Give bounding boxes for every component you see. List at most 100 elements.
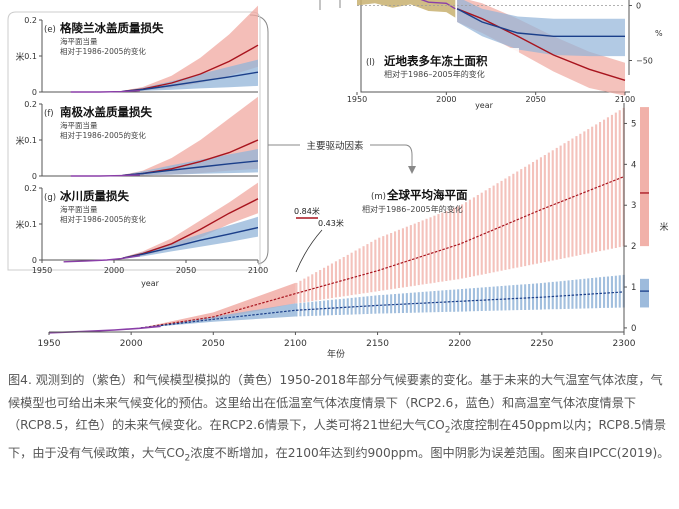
m-band-strip-rcp26 [405,293,408,313]
m-band-strip-rcp26 [342,298,345,315]
m-band-strip-rcp26 [496,286,499,311]
m-band-strip-rcp26 [528,284,531,310]
m-band-strip-rcp85 [299,280,302,303]
m-band-strip-rcp85 [445,211,448,281]
m-band-strip-rcp26 [555,281,558,310]
e-observed-line [70,89,140,93]
m-xtick-label: 2000 [120,339,143,349]
m-band-strip-rcp85 [370,241,373,293]
g-band-rcp85 [122,182,258,259]
m-band-strip-rcp26 [539,283,542,310]
l-xlabel: year [475,101,494,110]
g-xtick-label: 2100 [248,266,268,275]
m-band-strip-rcp26 [397,293,400,314]
m-band-strip-rcp85 [366,244,369,293]
g-title: 冰川质量损失 [60,189,129,203]
g-ylabel: 米 [15,219,24,231]
m-band-strip-rcp85 [319,270,322,300]
m-band-strip-rcp26 [472,288,475,312]
m-band-strip-rcp26 [610,276,613,308]
m-band-strip-rcp85 [453,207,456,280]
f-panel-letter: (f) [44,109,54,119]
e-ytick-label: 0.2 [24,16,37,25]
m-band-strip-rcp85 [413,223,416,286]
m-band-strip-rcp26 [524,284,527,310]
m-ytick-label: 5 [631,119,636,129]
m-band-strip-rcp85 [465,202,468,278]
m-band-strip-rcp85 [374,239,377,292]
m-band-strip-rcp85 [354,250,357,295]
m-band-strip-rcp26 [378,295,381,314]
m-xlabel: 年份 [327,348,345,360]
m-band-strip-rcp85 [563,143,566,259]
m-band-strip-rcp26 [330,299,333,316]
m-xtick-label: 2200 [448,339,471,349]
m-band-strip-rcp85 [409,225,412,287]
m-annotation-rcp85: 0.84米 [294,206,320,216]
g-xtick-label: 2000 [104,266,124,275]
l-xtick-label: 2000 [436,95,456,104]
m-band-strip-rcp26 [591,278,594,309]
m-band-strip-rcp85 [433,215,436,283]
m-band-strip-rcp26 [394,294,397,314]
m-band-strip-rcp26 [390,294,393,314]
m-line-rcp85 [140,176,625,329]
m-band-strip-rcp85 [417,222,420,286]
m-band-strip-rcp85 [559,145,562,259]
m-band-strip-rcp26 [445,290,448,312]
m-panel-letter: (m) [371,192,386,202]
m-annotation-leader [295,229,323,273]
l-ylabel: % [655,29,663,38]
f-subtitle-2: 相对于1986-2005的变化 [60,130,146,140]
m-band-strip-rcp26 [583,278,586,309]
m-xtick-label: 1950 [38,339,61,349]
m-band-strip-rcp26 [468,288,471,312]
caption-part-2: 浓度控制在450ppm以内；RCP8.5情景下，由于没有气候政策，大气CO [8,418,667,460]
m-ytick-label: 1 [631,283,636,293]
caption-part-3: 浓度不断增加，在2100年达到约900ppm。图中阴影为误差范围。图来自IPCC… [190,445,670,460]
figure-caption: 图4. 观测到的（紫色）和气候模型模拟的（黄色）1950-2018年部分气候要素… [8,369,672,470]
m-band-strip-rcp26 [366,296,369,314]
l-line-rcp85 [456,8,626,81]
m-band-strip-rcp85 [334,261,337,298]
m-band-strip-rcp26 [606,276,609,308]
l-xtick-label: 2050 [525,95,545,104]
m-band-strip-rcp26 [567,280,570,309]
m-band-strip-rcp26 [532,283,535,310]
m-band-rcp26 [141,303,296,328]
m-xtick-label: 2150 [366,339,389,349]
m-band-strip-rcp26 [563,280,566,309]
m-band-strip-rcp26 [417,292,420,313]
l-title-backdrop [364,48,519,80]
m-band-strip-rcp26 [500,286,503,311]
caption-part-1: 图4. 观测到的（紫色）和气候模型模拟的（黄色）1950-2018年部分气候要素… [8,373,663,432]
m-band-strip-rcp85 [618,110,621,248]
m-band-strip-rcp26 [571,280,574,309]
m-band-strip-rcp26 [535,283,538,310]
e-title: 格陵兰冰盖质量损失 [60,21,164,35]
l-xtick-label: 1950 [347,95,367,104]
m-ytick-label: 4 [631,160,636,170]
m-band-strip-rcp26 [374,295,377,314]
e-ytick-label: 0 [32,88,37,97]
m-band-strip-rcp26 [575,279,578,309]
m-band-strip-rcp26 [409,292,412,313]
m-band-strip-rcp85 [295,282,298,304]
m-band-strip-rcp26 [461,289,464,312]
l-title: 近地表多年冻土面积 [384,54,488,68]
m-band-strip-rcp85 [547,152,550,262]
m-band-strip-rcp26 [425,291,428,313]
m-band-strip-rcp85 [342,257,345,297]
f-subtitle-1: 海平面当量 [60,120,98,130]
m-band-strip-rcp26 [579,279,582,309]
m-band-strip-rcp85 [614,112,617,248]
m-band-strip-rcp26 [386,294,389,314]
g-subtitle-2: 相对于1986-2005的变化 [60,214,146,224]
m-band-strip-rcp26 [547,282,550,310]
m-band-rcp85 [141,282,296,328]
m-band-strip-rcp26 [587,278,590,309]
m-band-strip-rcp26 [370,295,373,314]
m-band-strip-rcp26 [358,297,361,315]
m-band-strip-rcp26 [488,286,491,311]
